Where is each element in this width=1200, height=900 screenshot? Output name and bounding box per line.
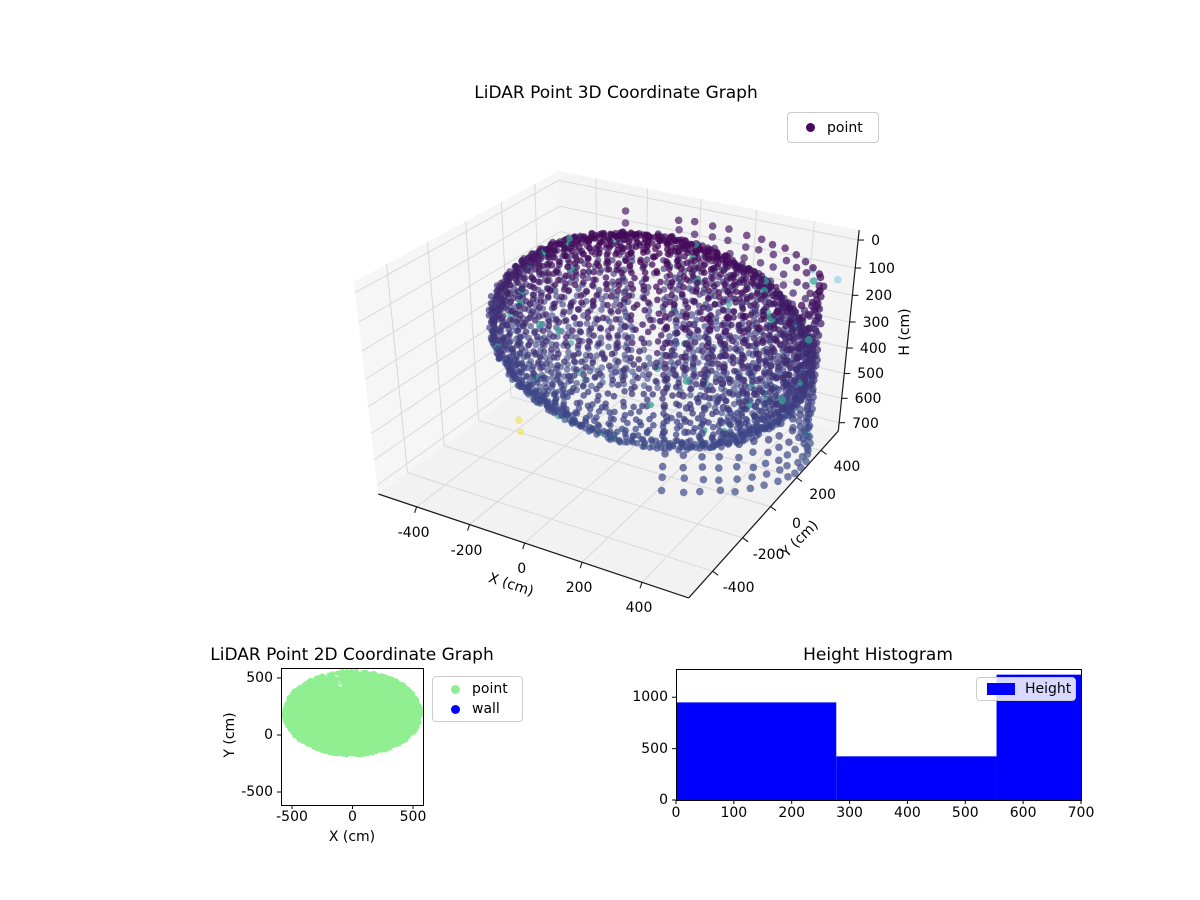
- plot2d-xaxis-label: X (cm): [328, 829, 376, 845]
- legend-label: point: [472, 681, 508, 697]
- tick-label: 700: [1067, 805, 1095, 821]
- plot3d-zaxis-label: H (cm): [897, 308, 913, 356]
- tick-label: 500: [641, 740, 668, 757]
- legend-item-point2d: point: [441, 679, 514, 699]
- legend-label: point: [827, 119, 863, 136]
- hist-title: Height Histogram: [803, 645, 953, 665]
- tick-label: 1000: [632, 689, 668, 706]
- point-marker-icon: [451, 684, 460, 694]
- tick-label: 500: [857, 366, 884, 383]
- tick-label: -200: [752, 546, 785, 563]
- wall-marker-icon: [451, 704, 460, 714]
- legend-label: wall: [472, 701, 500, 717]
- tick-label: 300: [862, 314, 890, 331]
- tick-label: -500: [241, 784, 273, 800]
- tick-label: 0: [792, 515, 801, 532]
- plot3d-legend: point: [787, 112, 879, 143]
- tick-label: 0: [871, 233, 881, 250]
- tick-label: 200: [778, 805, 806, 821]
- tick-label: 0: [671, 805, 681, 821]
- tick-label: 500: [399, 809, 427, 825]
- legend-item-point3d: point: [796, 118, 870, 138]
- tick-label: 200: [565, 580, 593, 597]
- hist-legend: Height: [976, 677, 1076, 701]
- tick-label: -400: [722, 580, 755, 597]
- tick-label: 0: [264, 727, 273, 743]
- tick-label: 200: [865, 288, 893, 305]
- tick-label: 0: [348, 809, 357, 825]
- legend-item-height: Height: [985, 680, 1071, 698]
- tick-label: 600: [1009, 805, 1037, 821]
- legend-label: Height: [1025, 681, 1072, 697]
- tick-label: 400: [894, 805, 921, 821]
- tick-label: 400: [833, 459, 861, 476]
- tick-label: 200: [809, 486, 836, 503]
- tick-label: 600: [854, 391, 882, 408]
- tick-label: 400: [859, 341, 887, 358]
- legend-item-wall: wall: [441, 699, 514, 719]
- tick-label: -500: [276, 809, 308, 825]
- tick-label: 500: [246, 670, 273, 686]
- height-swatch-icon: [987, 683, 1015, 695]
- plot2d-legend: point wall: [432, 676, 523, 722]
- tick-label: 100: [720, 805, 748, 821]
- plot3d-title: LiDAR Point 3D Coordinate Graph: [474, 83, 758, 103]
- tick-label: 400: [625, 600, 653, 617]
- point-marker-icon: [806, 123, 815, 132]
- tick-label: 100: [868, 261, 895, 278]
- tick-label: 0: [659, 792, 668, 808]
- tick-label: -200: [450, 542, 483, 559]
- tick-label: 500: [951, 805, 979, 821]
- tick-label: 300: [836, 805, 863, 821]
- tick-label: -400: [397, 524, 430, 541]
- tick-label: 700: [852, 415, 879, 432]
- plot2d-title: LiDAR Point 2D Coordinate Graph: [210, 645, 494, 665]
- tick-label: 0: [517, 561, 527, 577]
- plot2d-yaxis-label: Y (cm): [222, 712, 238, 758]
